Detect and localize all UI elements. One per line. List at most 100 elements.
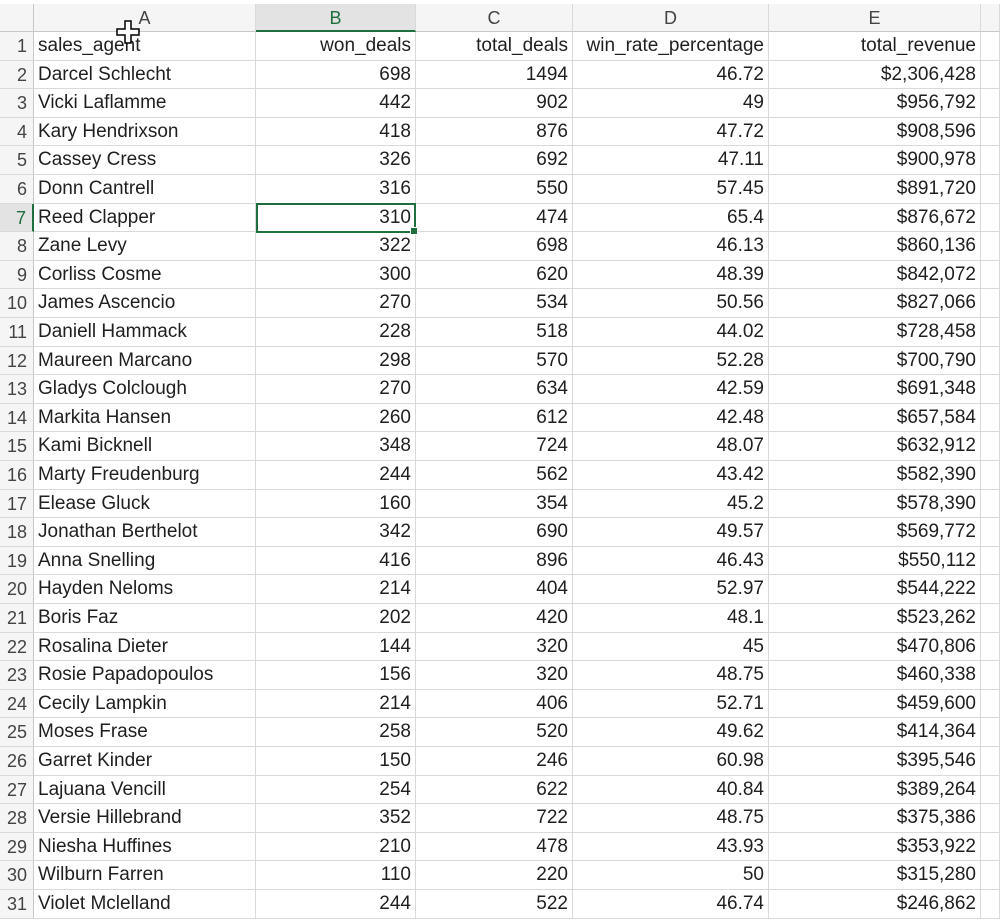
cell-total-revenue[interactable]: $523,262: [769, 604, 981, 633]
cell-empty[interactable]: [981, 318, 1000, 347]
cell-win-rate[interactable]: 57.45: [573, 175, 769, 204]
row-header[interactable]: 11: [0, 318, 34, 347]
cell-win-rate[interactable]: 65.4: [573, 203, 769, 233]
cell-win-rate[interactable]: 46.72: [573, 60, 769, 90]
row-header[interactable]: 8: [0, 232, 34, 261]
cell-won-deals[interactable]: 270: [256, 289, 416, 318]
cell-total-deals[interactable]: 902: [416, 89, 573, 118]
cell-empty[interactable]: [981, 546, 1000, 576]
row-header[interactable]: 18: [0, 518, 34, 547]
column-header-c[interactable]: C: [416, 4, 573, 32]
cell-total-deals[interactable]: 896: [416, 546, 573, 576]
cell-empty[interactable]: [981, 432, 1000, 461]
cell-won-deals[interactable]: 260: [256, 403, 416, 433]
cell-empty[interactable]: [981, 32, 1000, 61]
cell-total-revenue[interactable]: $700,790: [769, 346, 981, 376]
cell-total-revenue[interactable]: $315,280: [769, 861, 981, 890]
cell-total-revenue[interactable]: $414,364: [769, 718, 981, 747]
cell-total-deals[interactable]: 698: [416, 232, 573, 261]
row-header[interactable]: 13: [0, 375, 34, 404]
cell-empty[interactable]: [981, 60, 1000, 90]
cell-win-rate[interactable]: 48.75: [573, 661, 769, 690]
cell-total-deals[interactable]: 692: [416, 146, 573, 175]
cell-sales-agent[interactable]: Donn Cantrell: [34, 175, 256, 204]
row-header[interactable]: 25: [0, 718, 34, 747]
row-header[interactable]: 24: [0, 689, 34, 719]
cell-won-deals[interactable]: 342: [256, 518, 416, 547]
cell-sales-agent[interactable]: James Ascencio: [34, 289, 256, 318]
cell-total-revenue[interactable]: $375,386: [769, 804, 981, 833]
cell-total-revenue[interactable]: $2,306,428: [769, 60, 981, 90]
cell-won-deals[interactable]: 298: [256, 346, 416, 376]
row-header[interactable]: 3: [0, 89, 34, 118]
cell-total-revenue[interactable]: $460,338: [769, 661, 981, 690]
cell-total-revenue[interactable]: $632,912: [769, 432, 981, 461]
cell-won-deals[interactable]: 698: [256, 60, 416, 90]
cell-total-revenue[interactable]: $876,672: [769, 203, 981, 233]
cell-won-deals[interactable]: 442: [256, 89, 416, 118]
cell-total-deals[interactable]: 354: [416, 489, 573, 519]
cell-won-deals[interactable]: 254: [256, 775, 416, 805]
cell-empty[interactable]: [981, 175, 1000, 204]
cell-empty[interactable]: [981, 804, 1000, 833]
cell-won-deals[interactable]: 322: [256, 232, 416, 261]
header-cell-sales-agent[interactable]: sales_agent: [34, 32, 256, 61]
cell-total-revenue[interactable]: $246,862: [769, 890, 981, 919]
cell-total-deals[interactable]: 570: [416, 346, 573, 376]
cell-won-deals[interactable]: 352: [256, 804, 416, 833]
cell-sales-agent[interactable]: Vicki Laflamme: [34, 89, 256, 118]
cell-empty[interactable]: [981, 203, 1000, 233]
cell-empty[interactable]: [981, 289, 1000, 318]
cell-win-rate[interactable]: 48.39: [573, 260, 769, 290]
cell-sales-agent[interactable]: Kary Hendrixson: [34, 117, 256, 147]
cell-total-revenue[interactable]: $691,348: [769, 375, 981, 404]
cell-total-revenue[interactable]: $395,546: [769, 747, 981, 776]
row-header[interactable]: 2: [0, 60, 34, 90]
cell-win-rate[interactable]: 42.48: [573, 403, 769, 433]
cell-total-revenue[interactable]: $550,112: [769, 546, 981, 576]
cell-empty[interactable]: [981, 632, 1000, 662]
cell-total-deals[interactable]: 320: [416, 632, 573, 662]
header-cell-win-rate-percentage[interactable]: win_rate_percentage: [573, 32, 769, 61]
row-header[interactable]: 31: [0, 890, 34, 919]
cell-sales-agent[interactable]: Moses Frase: [34, 718, 256, 747]
row-header[interactable]: 23: [0, 661, 34, 690]
cell-win-rate[interactable]: 48.07: [573, 432, 769, 461]
row-header[interactable]: 14: [0, 403, 34, 433]
column-header-e[interactable]: E: [769, 4, 981, 32]
cell-total-deals[interactable]: 522: [416, 890, 573, 919]
cell-sales-agent[interactable]: Lajuana Vencill: [34, 775, 256, 805]
cell-empty[interactable]: [981, 747, 1000, 776]
cell-win-rate[interactable]: 47.11: [573, 146, 769, 175]
cell-sales-agent[interactable]: Cecily Lampkin: [34, 689, 256, 719]
cell-total-revenue[interactable]: $389,264: [769, 775, 981, 805]
cell-total-deals[interactable]: 320: [416, 661, 573, 690]
cell-total-deals[interactable]: 220: [416, 861, 573, 890]
cell-won-deals[interactable]: 150: [256, 747, 416, 776]
cell-win-rate[interactable]: 49.57: [573, 518, 769, 547]
cell-sales-agent[interactable]: Versie Hillebrand: [34, 804, 256, 833]
cell-won-deals[interactable]: 144: [256, 632, 416, 662]
cell-total-revenue[interactable]: $459,600: [769, 689, 981, 719]
cell-empty[interactable]: [981, 518, 1000, 547]
cell-total-revenue[interactable]: $569,772: [769, 518, 981, 547]
cell-sales-agent[interactable]: Corliss Cosme: [34, 260, 256, 290]
select-all-corner[interactable]: [0, 4, 34, 32]
header-cell-total-deals[interactable]: total_deals: [416, 32, 573, 61]
cell-won-deals[interactable]: 316: [256, 175, 416, 204]
cell-empty[interactable]: [981, 689, 1000, 719]
row-header[interactable]: 29: [0, 832, 34, 862]
cell-win-rate[interactable]: 44.02: [573, 318, 769, 347]
cell-sales-agent[interactable]: Daniell Hammack: [34, 318, 256, 347]
cell-win-rate[interactable]: 60.98: [573, 747, 769, 776]
row-header[interactable]: 27: [0, 775, 34, 805]
cell-total-deals[interactable]: 246: [416, 747, 573, 776]
cell-total-revenue[interactable]: $578,390: [769, 489, 981, 519]
column-header-d[interactable]: D: [573, 4, 769, 32]
cell-total-revenue[interactable]: $860,136: [769, 232, 981, 261]
cell-empty[interactable]: [981, 661, 1000, 690]
cell-empty[interactable]: [981, 232, 1000, 261]
column-header-a[interactable]: A: [34, 4, 256, 32]
cell-win-rate[interactable]: 49.62: [573, 718, 769, 747]
cell-sales-agent[interactable]: Wilburn Farren: [34, 861, 256, 890]
